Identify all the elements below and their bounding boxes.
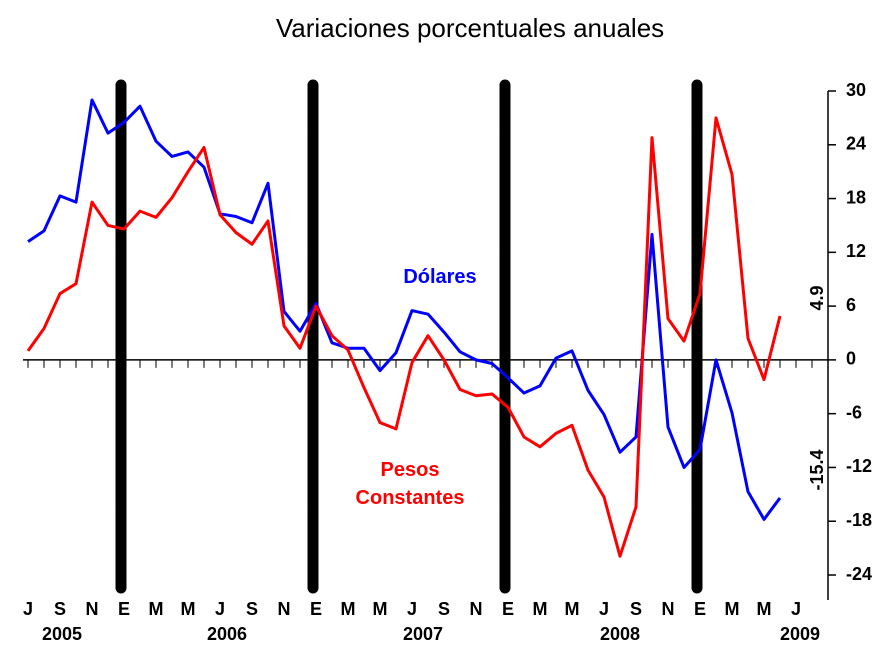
line [26, 116, 782, 558]
x-tick-label: E [502, 599, 514, 619]
x-tick-label: N [86, 599, 99, 619]
x-tick-label: J [215, 599, 225, 619]
y-tick-label: -24 [846, 564, 872, 584]
x-tick-label: S [246, 599, 258, 619]
data-label: -15.4 [807, 449, 827, 490]
x-tick-label: N [470, 599, 483, 619]
x-tick-label: S [630, 599, 642, 619]
y-tick-label: 0 [846, 349, 856, 369]
x-tick-label: M [565, 599, 580, 619]
year-label: 2006 [207, 624, 247, 644]
y-tick-label: 6 [846, 295, 856, 315]
year-label: 2007 [403, 624, 443, 644]
x-tick-label: J [599, 599, 609, 619]
year-label: 2005 [42, 624, 82, 644]
x-tick-label: E [694, 599, 706, 619]
series-label: Dólares [403, 266, 477, 288]
y-tick-label: 30 [846, 80, 866, 100]
line [27, 98, 782, 521]
x-tick-label: E [118, 599, 130, 619]
x-tick-label: J [791, 599, 801, 619]
x-tick-label: J [23, 599, 33, 619]
x-tick-label: M [181, 599, 196, 619]
series-label: Pesos Constantes [355, 459, 465, 509]
x-tick-label: M [373, 599, 388, 619]
y-tick-label: 18 [846, 187, 866, 207]
x-tick-label: N [278, 599, 291, 619]
x-tick-label: S [54, 599, 66, 619]
x-tick-label: M [725, 599, 740, 619]
x-tick-label: M [533, 599, 548, 619]
x-tick-label: M [757, 599, 772, 619]
chart-title: Variaciones porcentuales anuales [276, 13, 664, 43]
x-tick-label: S [438, 599, 450, 619]
data-label: 4.9 [807, 285, 827, 310]
y-tick-label: 24 [846, 134, 866, 154]
x-tick-label: M [149, 599, 164, 619]
y-tick-label: 12 [846, 241, 866, 261]
y-tick-label: -18 [846, 510, 872, 530]
x-tick-label: J [407, 599, 417, 619]
x-tick-label: E [310, 599, 322, 619]
year-label: 2009 [780, 624, 820, 644]
x-tick-label: M [341, 599, 356, 619]
year-label: 2008 [600, 624, 640, 644]
y-tick-label: -12 [846, 456, 872, 476]
x-tick-label: N [662, 599, 675, 619]
y-tick-label: -6 [846, 402, 862, 422]
